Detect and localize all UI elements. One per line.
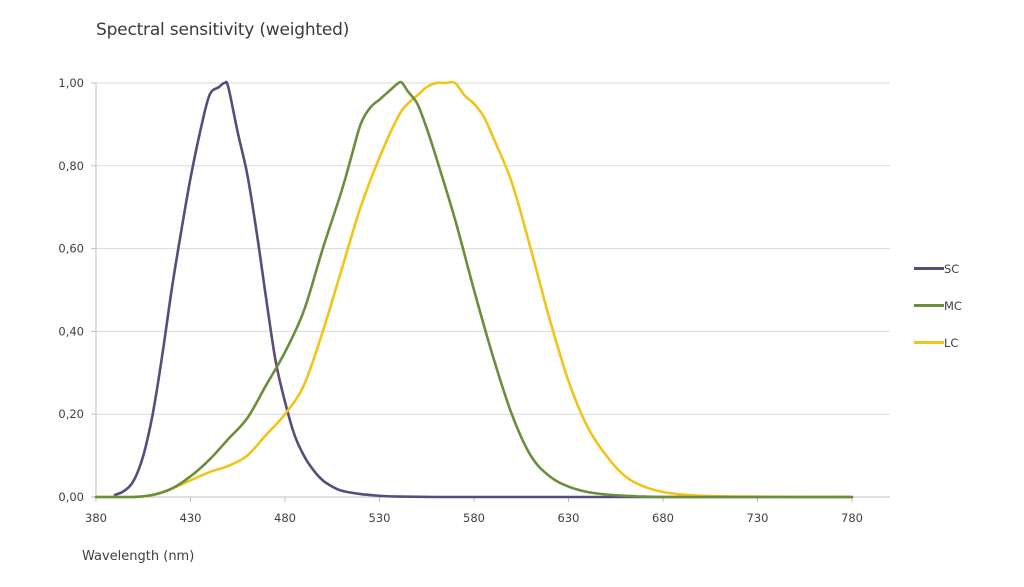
x-tick-label: 480: [274, 511, 296, 525]
series-line-mc: [94, 80, 854, 499]
x-tick-label: 730: [747, 511, 769, 525]
series-lines: [94, 80, 854, 499]
legend-label: MC: [944, 298, 962, 313]
y-tick-label: 0,00: [58, 490, 84, 504]
chart-title: Spectral sensitivity (weighted): [96, 20, 350, 40]
legend-swatch-lc: [914, 341, 944, 344]
x-tick-label: 380: [85, 511, 107, 525]
x-tick-label: 630: [558, 511, 580, 525]
axes: 0,00 0,20 0,40 0,60 0,80 1,00 380 430 480 530 580 6…: [58, 76, 890, 525]
legend-swatch-sc: [914, 267, 944, 270]
x-tick-label: 780: [841, 511, 863, 525]
legend-item-lc: LC: [914, 324, 962, 361]
x-tick-label: 430: [180, 511, 202, 525]
y-tick-label: 0,60: [58, 242, 84, 256]
x-axis-label: Wavelength (nm): [82, 549, 195, 564]
y-tick-label: 1,00: [58, 76, 84, 90]
gridlines: [96, 82, 890, 415]
x-tick-label: 530: [369, 511, 391, 525]
legend-label: SC: [944, 261, 960, 276]
x-tick-label: 680: [652, 511, 674, 525]
legend-swatch-mc: [914, 304, 944, 307]
legend-item-mc: MC: [914, 287, 962, 324]
y-tick-label: 0,80: [58, 159, 84, 173]
series-line-lc: [94, 80, 854, 499]
legend-label: LC: [944, 335, 959, 350]
x-tick-label: 580: [463, 511, 485, 525]
y-tick-label: 0,20: [58, 407, 84, 421]
legend: SC MC LC: [914, 250, 962, 361]
legend-item-sc: SC: [914, 250, 962, 287]
y-tick-label: 0,40: [58, 324, 84, 338]
series-line-sc: [113, 80, 854, 499]
